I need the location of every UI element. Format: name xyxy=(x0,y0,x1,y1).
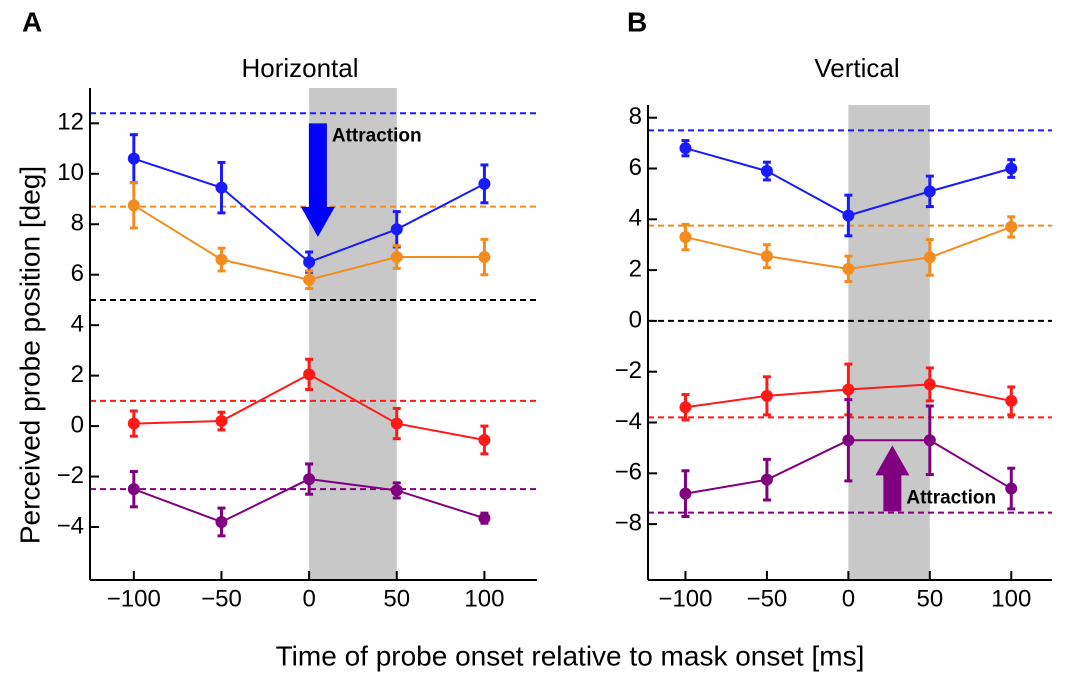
data-point xyxy=(760,473,773,486)
y-tick-label: 10 xyxy=(57,159,84,186)
data-point xyxy=(679,231,692,244)
data-point xyxy=(303,473,316,486)
y-tick-label: 0 xyxy=(71,411,84,438)
data-point xyxy=(215,415,228,428)
y-tick-label: 6 xyxy=(629,154,642,181)
y-tick-label: −4 xyxy=(615,408,642,435)
data-point xyxy=(390,223,403,236)
data-point xyxy=(215,253,228,266)
data-point xyxy=(478,433,491,446)
x-tick-label: 100 xyxy=(991,585,1031,612)
data-point xyxy=(923,185,936,198)
y-tick-label: 2 xyxy=(71,361,84,388)
data-point xyxy=(390,484,403,497)
panel-label: A xyxy=(22,6,42,37)
x-axis-label: Time of probe onset relative to mask ons… xyxy=(276,640,865,671)
data-point xyxy=(1005,162,1018,175)
x-tick-label: 50 xyxy=(383,585,410,612)
data-point xyxy=(842,434,855,447)
attraction-arrow xyxy=(300,123,335,237)
y-tick-label: 6 xyxy=(71,260,84,287)
panel-label: B xyxy=(627,6,647,37)
data-point xyxy=(390,417,403,430)
x-tick-label: 50 xyxy=(916,585,943,612)
annotation-text: Attraction xyxy=(906,487,996,508)
y-tick-label: 8 xyxy=(71,210,84,237)
data-point xyxy=(390,251,403,264)
data-point xyxy=(127,199,140,212)
x-tick-label: 100 xyxy=(464,585,504,612)
data-point xyxy=(303,273,316,286)
chart-title: Vertical xyxy=(814,53,899,83)
y-tick-label: 4 xyxy=(629,205,642,232)
data-point xyxy=(760,389,773,402)
x-tick-label: 0 xyxy=(842,585,855,612)
data-point xyxy=(842,383,855,396)
x-tick-label: −100 xyxy=(107,585,161,612)
data-point xyxy=(478,512,491,525)
data-point xyxy=(303,256,316,269)
x-tick-label: −100 xyxy=(658,585,712,612)
chart-title: Horizontal xyxy=(241,53,358,83)
attraction-arrow xyxy=(875,445,910,512)
data-point xyxy=(842,209,855,222)
data-point xyxy=(760,165,773,178)
y-axis-label: Perceived probe position [deg] xyxy=(14,166,45,544)
data-point xyxy=(1005,220,1018,233)
data-point xyxy=(303,368,316,381)
y-tick-label: 0 xyxy=(629,306,642,333)
data-point xyxy=(215,515,228,528)
x-tick-label: −50 xyxy=(201,585,242,612)
data-point xyxy=(1005,482,1018,495)
x-tick-label: −50 xyxy=(747,585,788,612)
data-point xyxy=(842,262,855,275)
annotation-text: Attraction xyxy=(332,125,422,146)
data-point xyxy=(215,181,228,194)
data-point xyxy=(127,152,140,165)
y-tick-label: 12 xyxy=(57,109,84,136)
y-tick-label: 2 xyxy=(629,255,642,282)
data-point xyxy=(679,487,692,500)
data-point xyxy=(760,250,773,263)
data-point xyxy=(1005,394,1018,407)
data-point xyxy=(923,251,936,264)
data-point xyxy=(478,251,491,264)
data-point xyxy=(679,142,692,155)
data-point xyxy=(923,378,936,391)
y-tick-label: −6 xyxy=(615,459,642,486)
data-point xyxy=(923,434,936,447)
data-point xyxy=(478,177,491,190)
y-tick-label: −2 xyxy=(57,462,84,489)
y-tick-label: −4 xyxy=(57,512,84,539)
y-tick-label: −8 xyxy=(615,509,642,536)
y-tick-label: −2 xyxy=(615,357,642,384)
y-tick-label: 4 xyxy=(71,311,84,338)
data-point xyxy=(127,483,140,496)
y-tick-label: 8 xyxy=(629,103,642,130)
x-tick-label: 0 xyxy=(302,585,315,612)
data-point xyxy=(127,417,140,430)
data-point xyxy=(679,401,692,414)
